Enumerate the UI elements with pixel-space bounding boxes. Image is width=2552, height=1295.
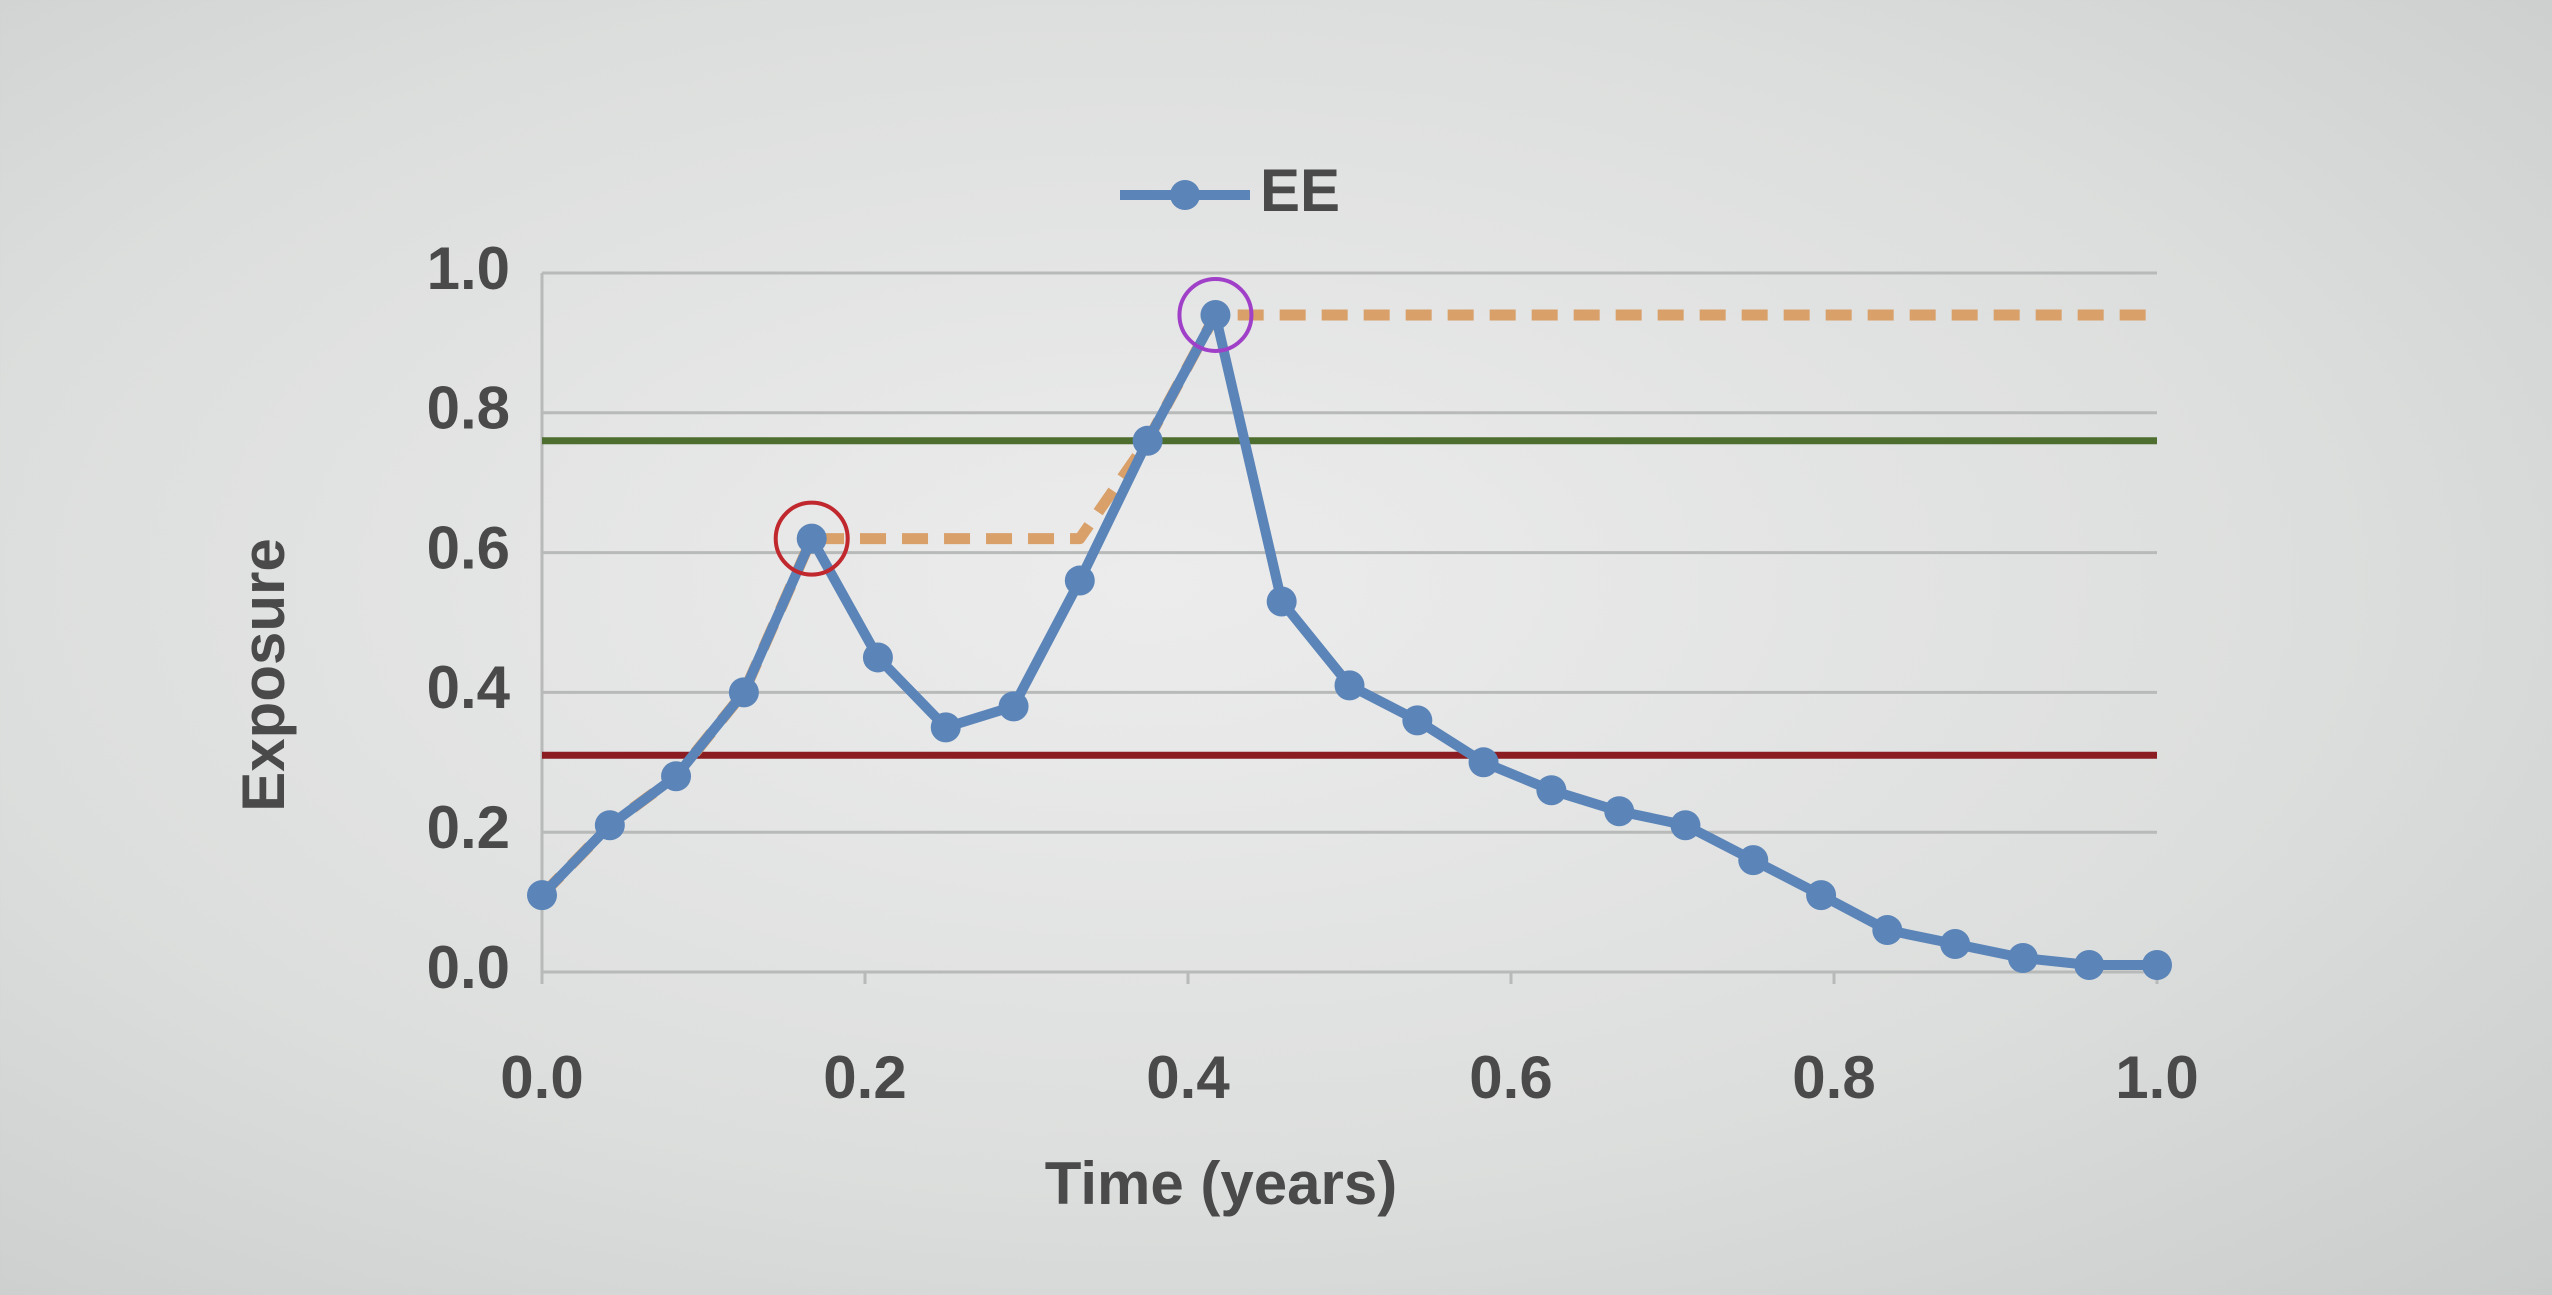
point [796, 523, 827, 554]
point [2007, 943, 2038, 974]
y-tick-label: 1.0 [427, 235, 510, 302]
point [1806, 880, 1837, 911]
point [1064, 565, 1095, 596]
point [1940, 929, 1971, 960]
point [1402, 705, 1433, 736]
legend-label: EE [1260, 157, 1340, 224]
point [594, 810, 625, 841]
point [1266, 586, 1297, 617]
x-tick-label: 1.0 [2115, 1044, 2198, 1111]
x-axis-title: Time (years) [1045, 1150, 1397, 1217]
x-tick-label: 0.8 [1792, 1044, 1875, 1111]
point [2142, 950, 2172, 981]
y-axis-title: Exposure [230, 538, 297, 811]
point [661, 761, 692, 792]
y-tick-label: 0.0 [427, 934, 510, 1001]
point [1738, 845, 1769, 876]
point [998, 691, 1029, 722]
x-tick-label: 0.6 [1469, 1044, 1552, 1111]
y-tick-label: 0.8 [427, 375, 510, 442]
highlight-circle [773, 500, 850, 577]
point [862, 642, 893, 673]
point [527, 880, 557, 911]
point [1670, 810, 1701, 841]
point [1132, 425, 1163, 456]
y-tick-label: 0.2 [427, 794, 510, 861]
dashed-line [538, 309, 2157, 899]
x-tick-label: 0.0 [500, 1044, 583, 1111]
point [930, 712, 961, 743]
point [1334, 670, 1365, 701]
point [1200, 299, 1231, 330]
point [1872, 915, 1903, 946]
x-tick-label: 0.4 [1146, 1044, 1230, 1111]
point [1604, 796, 1635, 827]
point [1468, 747, 1499, 778]
point [728, 677, 759, 708]
y-tick-label: 0.6 [427, 514, 510, 581]
x-tick-label: 0.2 [823, 1044, 906, 1111]
legend-marker [1170, 180, 1200, 210]
point [1536, 775, 1567, 806]
y-tick-label: 0.4 [427, 654, 511, 721]
highlight-circle [1177, 276, 1254, 353]
point [2074, 950, 2105, 981]
